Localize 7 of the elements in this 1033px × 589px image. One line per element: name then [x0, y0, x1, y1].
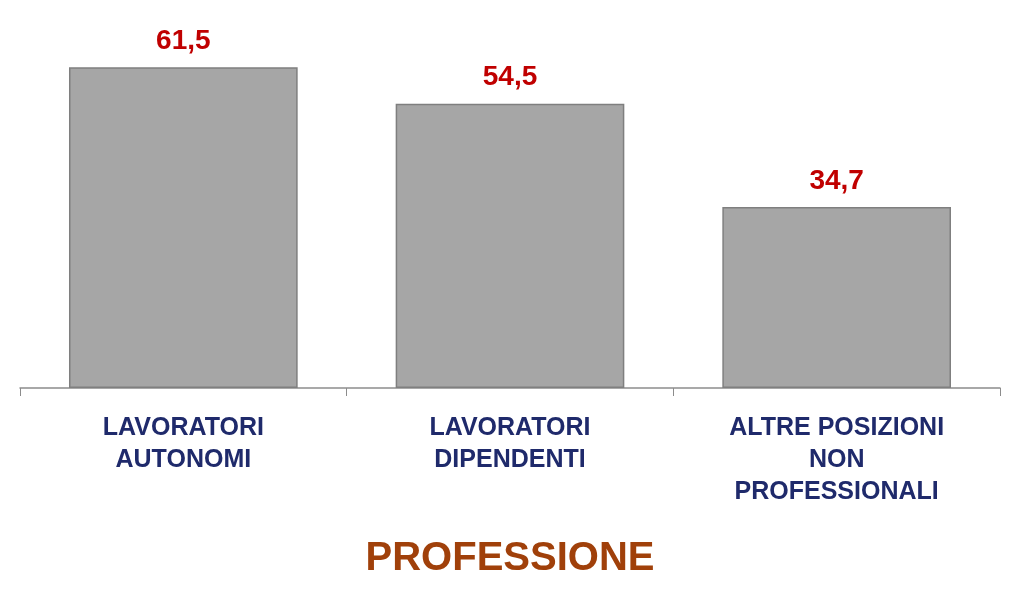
- x-axis-title: PROFESSIONE: [365, 534, 655, 578]
- data-label: 61,5: [156, 23, 211, 55]
- data-label: 34,7: [809, 163, 864, 195]
- x-tick-label: ALTRE POSIZIONI NON PROFESSIONALI: [729, 412, 945, 504]
- x-tick-label: LAVORATORI DIPENDENTI: [429, 412, 591, 472]
- x-tick-label: LAVORATORI AUTONOMI: [102, 412, 264, 472]
- data-label: 54,5: [482, 60, 538, 92]
